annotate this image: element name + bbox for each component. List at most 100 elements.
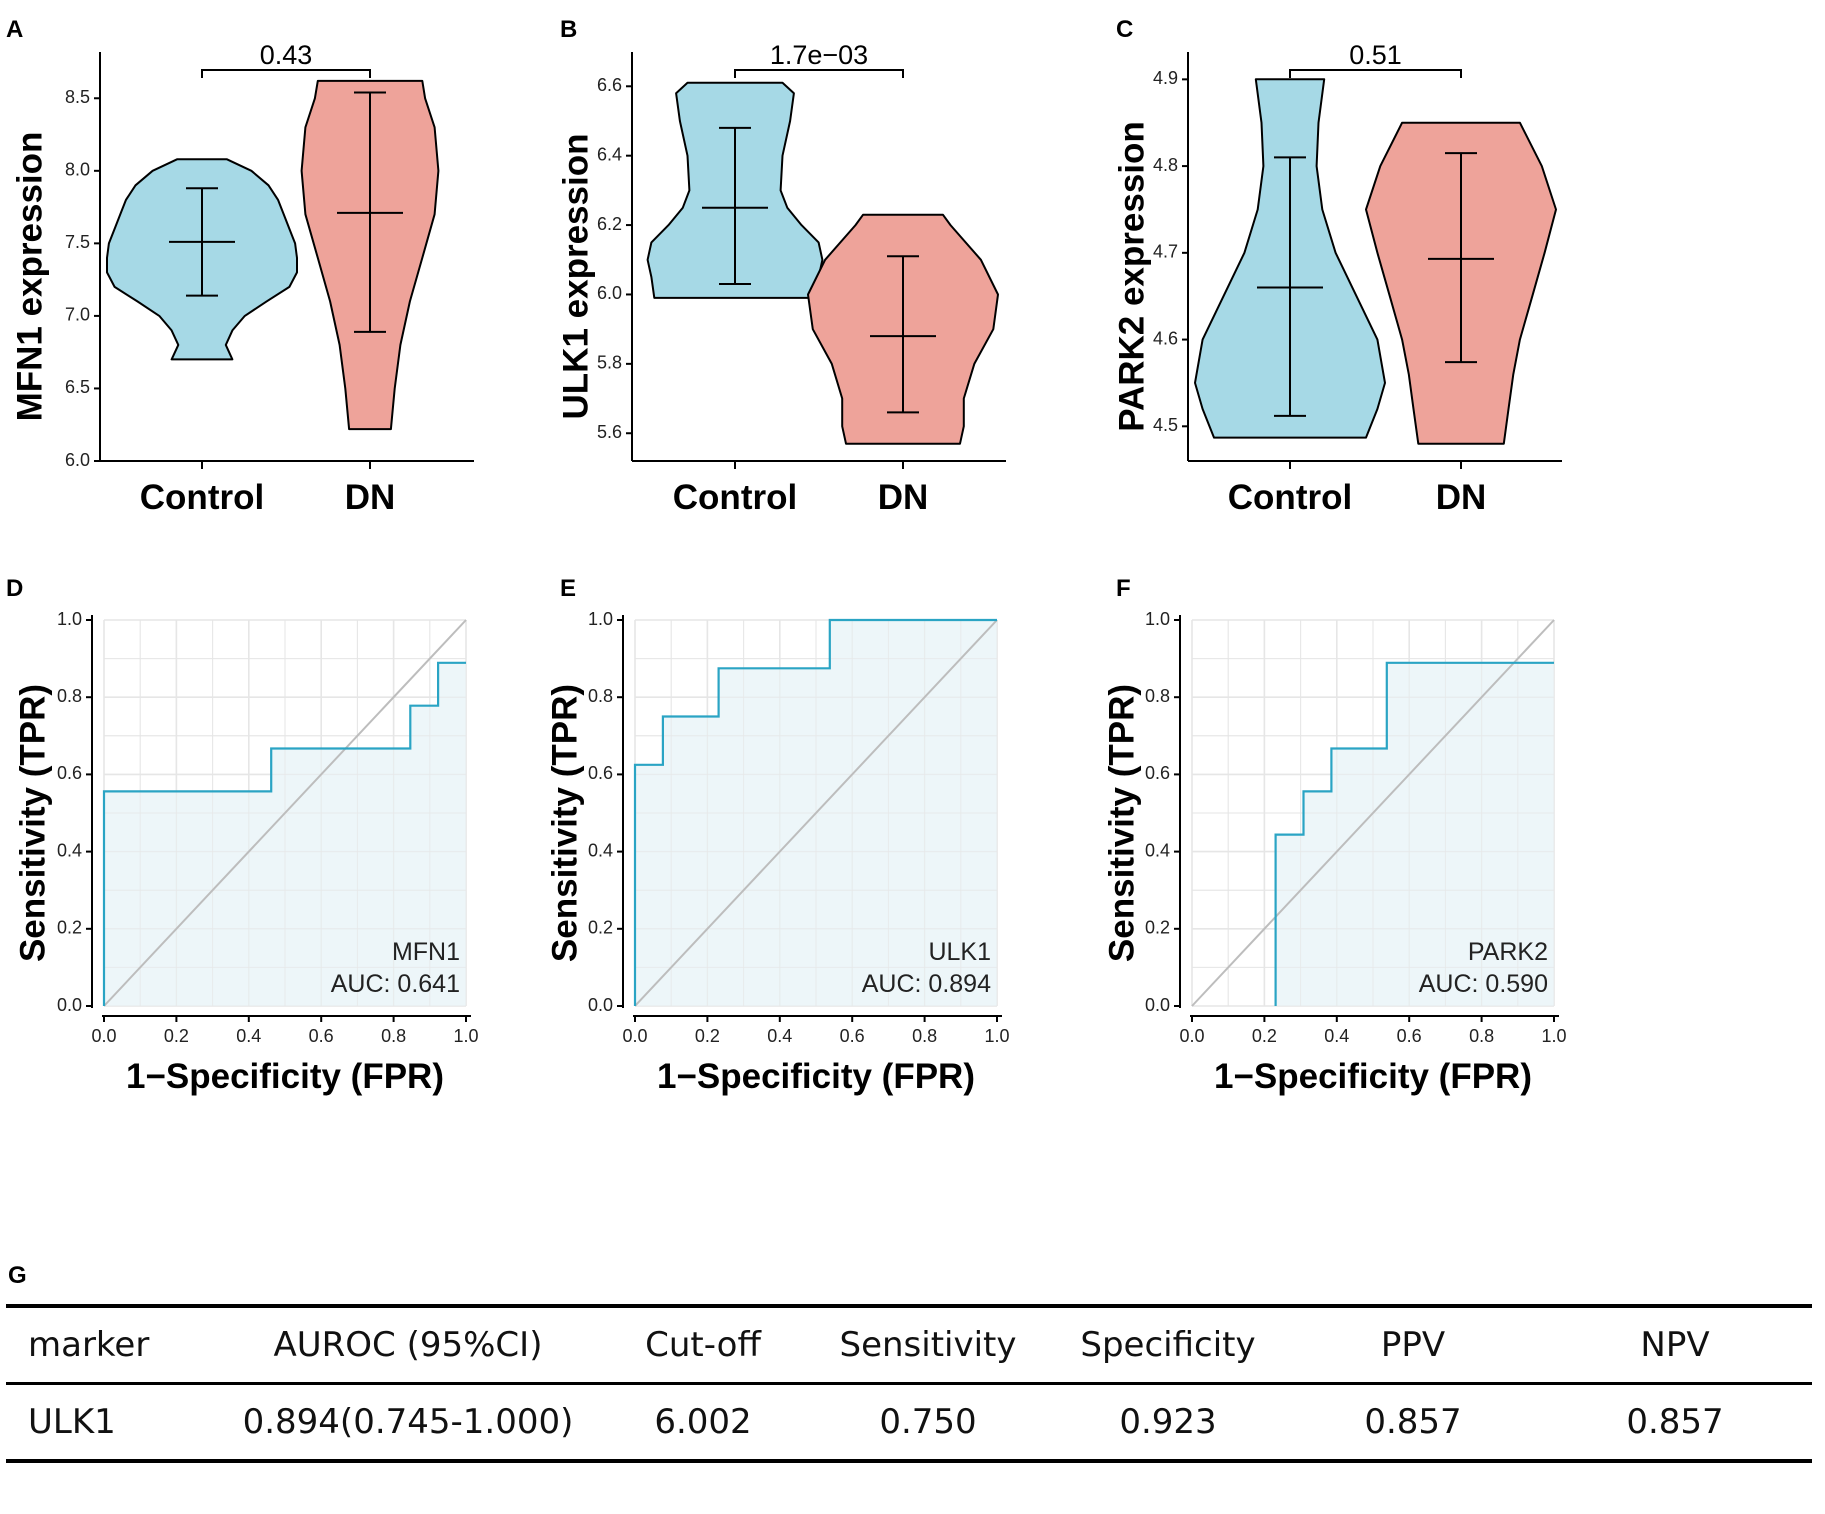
y-tick-label: 8.5 — [65, 87, 90, 107]
cell-npv: 0.857 — [1626, 1402, 1724, 1442]
cell-marker: ULK1 — [28, 1402, 116, 1442]
x-tick-label: 0.8 — [912, 1026, 937, 1046]
header-auroc: AUROC (95%CI) — [273, 1325, 543, 1365]
y-tick-label: 0.0 — [1145, 995, 1170, 1015]
roc-curve-mfn1 — [102, 661, 466, 1006]
significance-bracket — [1289, 69, 1462, 78]
y-tick-label: 4.5 — [1153, 415, 1178, 435]
y-tick-label: 0.8 — [1145, 686, 1170, 706]
marker-annotation: PARK2 — [1468, 938, 1548, 966]
header-sensitivity: Sensitivity — [839, 1325, 1017, 1365]
y-tick-label: 0.8 — [57, 686, 82, 706]
x-tick-label: 0.2 — [164, 1026, 189, 1046]
panel-label-e: E — [560, 575, 576, 602]
y-tick-label: 6.4 — [597, 144, 622, 164]
category-label-control: Control — [1228, 478, 1352, 517]
diagonal-reference-line — [103, 619, 467, 1007]
diagonal-reference-line — [634, 619, 998, 1007]
marker-annotation: ULK1 — [928, 938, 991, 966]
x-tick-label: 0.0 — [91, 1026, 116, 1046]
significance-bracket — [201, 69, 371, 78]
y-axis-label: ULK1 expression — [556, 134, 595, 420]
y-tick-label: 4.7 — [1153, 242, 1178, 262]
x-axis-label: 1−Specificity (FPR) — [657, 1057, 975, 1096]
category-label-control: Control — [673, 478, 797, 517]
x-tick-label: 0.2 — [695, 1026, 720, 1046]
y-tick-label: 0.8 — [588, 686, 613, 706]
header-marker: marker — [28, 1325, 150, 1365]
y-tick-label: 0.0 — [588, 995, 613, 1015]
y-tick-label: 1.0 — [57, 609, 82, 629]
y-tick-label: 8.0 — [65, 160, 90, 180]
p-value-label: 0.51 — [1349, 40, 1402, 70]
y-axis-label: Sensitivity (TPR) — [1102, 684, 1141, 962]
x-axis-label: 1−Specificity (FPR) — [126, 1057, 444, 1096]
panel-label-a: A — [6, 16, 23, 43]
roc-curve-park2 — [1274, 661, 1554, 1006]
y-axis-label: MFN1 expression — [10, 132, 49, 422]
diagonal-reference-line — [1191, 619, 1555, 1007]
header-ppv: PPV — [1380, 1325, 1446, 1365]
y-axis-label: PARK2 expression — [1112, 121, 1151, 432]
header-npv: NPV — [1640, 1325, 1710, 1365]
y-tick-label: 6.0 — [597, 283, 622, 303]
x-tick-label: 0.0 — [1179, 1026, 1204, 1046]
panel-label-g: G — [8, 1262, 27, 1289]
y-axis-label: Sensitivity (TPR) — [13, 684, 52, 962]
y-tick-label: 0.4 — [1145, 840, 1170, 860]
y-tick-label: 4.9 — [1153, 68, 1178, 88]
y-tick-label: 6.0 — [65, 450, 90, 470]
x-tick-label: 0.4 — [767, 1026, 792, 1046]
cell-cutoff: 6.002 — [654, 1402, 752, 1442]
cell-auroc: 0.894(0.745-1.000) — [242, 1402, 574, 1442]
x-tick-label: 0.6 — [840, 1026, 865, 1046]
x-tick-label: 1.0 — [1541, 1026, 1566, 1046]
summary-table: marker AUROC (95%CI) Cut-off Sensitivity… — [6, 1304, 1812, 1463]
header-specificity: Specificity — [1080, 1325, 1256, 1365]
x-tick-label: 1.0 — [453, 1026, 478, 1046]
roc-curve-ulk1 — [633, 618, 997, 1006]
y-tick-label: 1.0 — [1145, 609, 1170, 629]
cell-specificity: 0.923 — [1119, 1402, 1217, 1442]
y-axis-label: Sensitivity (TPR) — [545, 684, 584, 962]
x-tick-label: 0.2 — [1252, 1026, 1277, 1046]
auc-annotation: AUC: 0.894 — [862, 970, 991, 998]
auc-annotation: AUC: 0.641 — [331, 970, 460, 998]
y-tick-label: 0.4 — [588, 840, 613, 860]
y-tick-label: 0.0 — [57, 995, 82, 1015]
y-tick-label: 4.8 — [1153, 155, 1178, 175]
x-axis-label: 1−Specificity (FPR) — [1214, 1057, 1532, 1096]
x-tick-label: 1.0 — [984, 1026, 1009, 1046]
y-tick-label: 0.6 — [57, 763, 82, 783]
category-label-dn: DN — [345, 478, 396, 517]
y-tick-label: 0.2 — [57, 918, 82, 938]
y-tick-label: 0.2 — [588, 918, 613, 938]
y-tick-label: 0.4 — [57, 840, 82, 860]
header-cutoff: Cut-off — [645, 1325, 761, 1365]
p-value-label: 1.7e−03 — [770, 40, 868, 70]
x-tick-label: 0.8 — [1469, 1026, 1494, 1046]
category-label-dn: DN — [878, 478, 929, 517]
y-tick-label: 6.5 — [65, 377, 90, 397]
y-tick-label: 7.5 — [65, 232, 90, 252]
p-value-label: 0.43 — [260, 40, 313, 70]
auc-annotation: AUC: 0.590 — [1419, 970, 1548, 998]
x-tick-label: 0.4 — [236, 1026, 261, 1046]
x-tick-label: 0.4 — [1324, 1026, 1349, 1046]
significance-bracket — [734, 69, 904, 78]
panel-label-d: D — [6, 575, 23, 602]
y-tick-label: 7.0 — [65, 305, 90, 325]
y-tick-label: 5.8 — [597, 353, 622, 373]
y-tick-label: 1.0 — [588, 609, 613, 629]
marker-annotation: MFN1 — [392, 938, 460, 966]
x-tick-label: 0.0 — [622, 1026, 647, 1046]
y-tick-label: 0.6 — [588, 763, 613, 783]
y-tick-label: 6.6 — [597, 75, 622, 95]
cell-sensitivity: 0.750 — [879, 1402, 977, 1442]
y-tick-label: 0.6 — [1145, 763, 1170, 783]
table-header-row: marker AUROC (95%CI) Cut-off Sensitivity… — [6, 1306, 1812, 1384]
panel-label-b: B — [560, 16, 577, 43]
cell-ppv: 0.857 — [1364, 1402, 1462, 1442]
category-label-control: Control — [140, 478, 264, 517]
